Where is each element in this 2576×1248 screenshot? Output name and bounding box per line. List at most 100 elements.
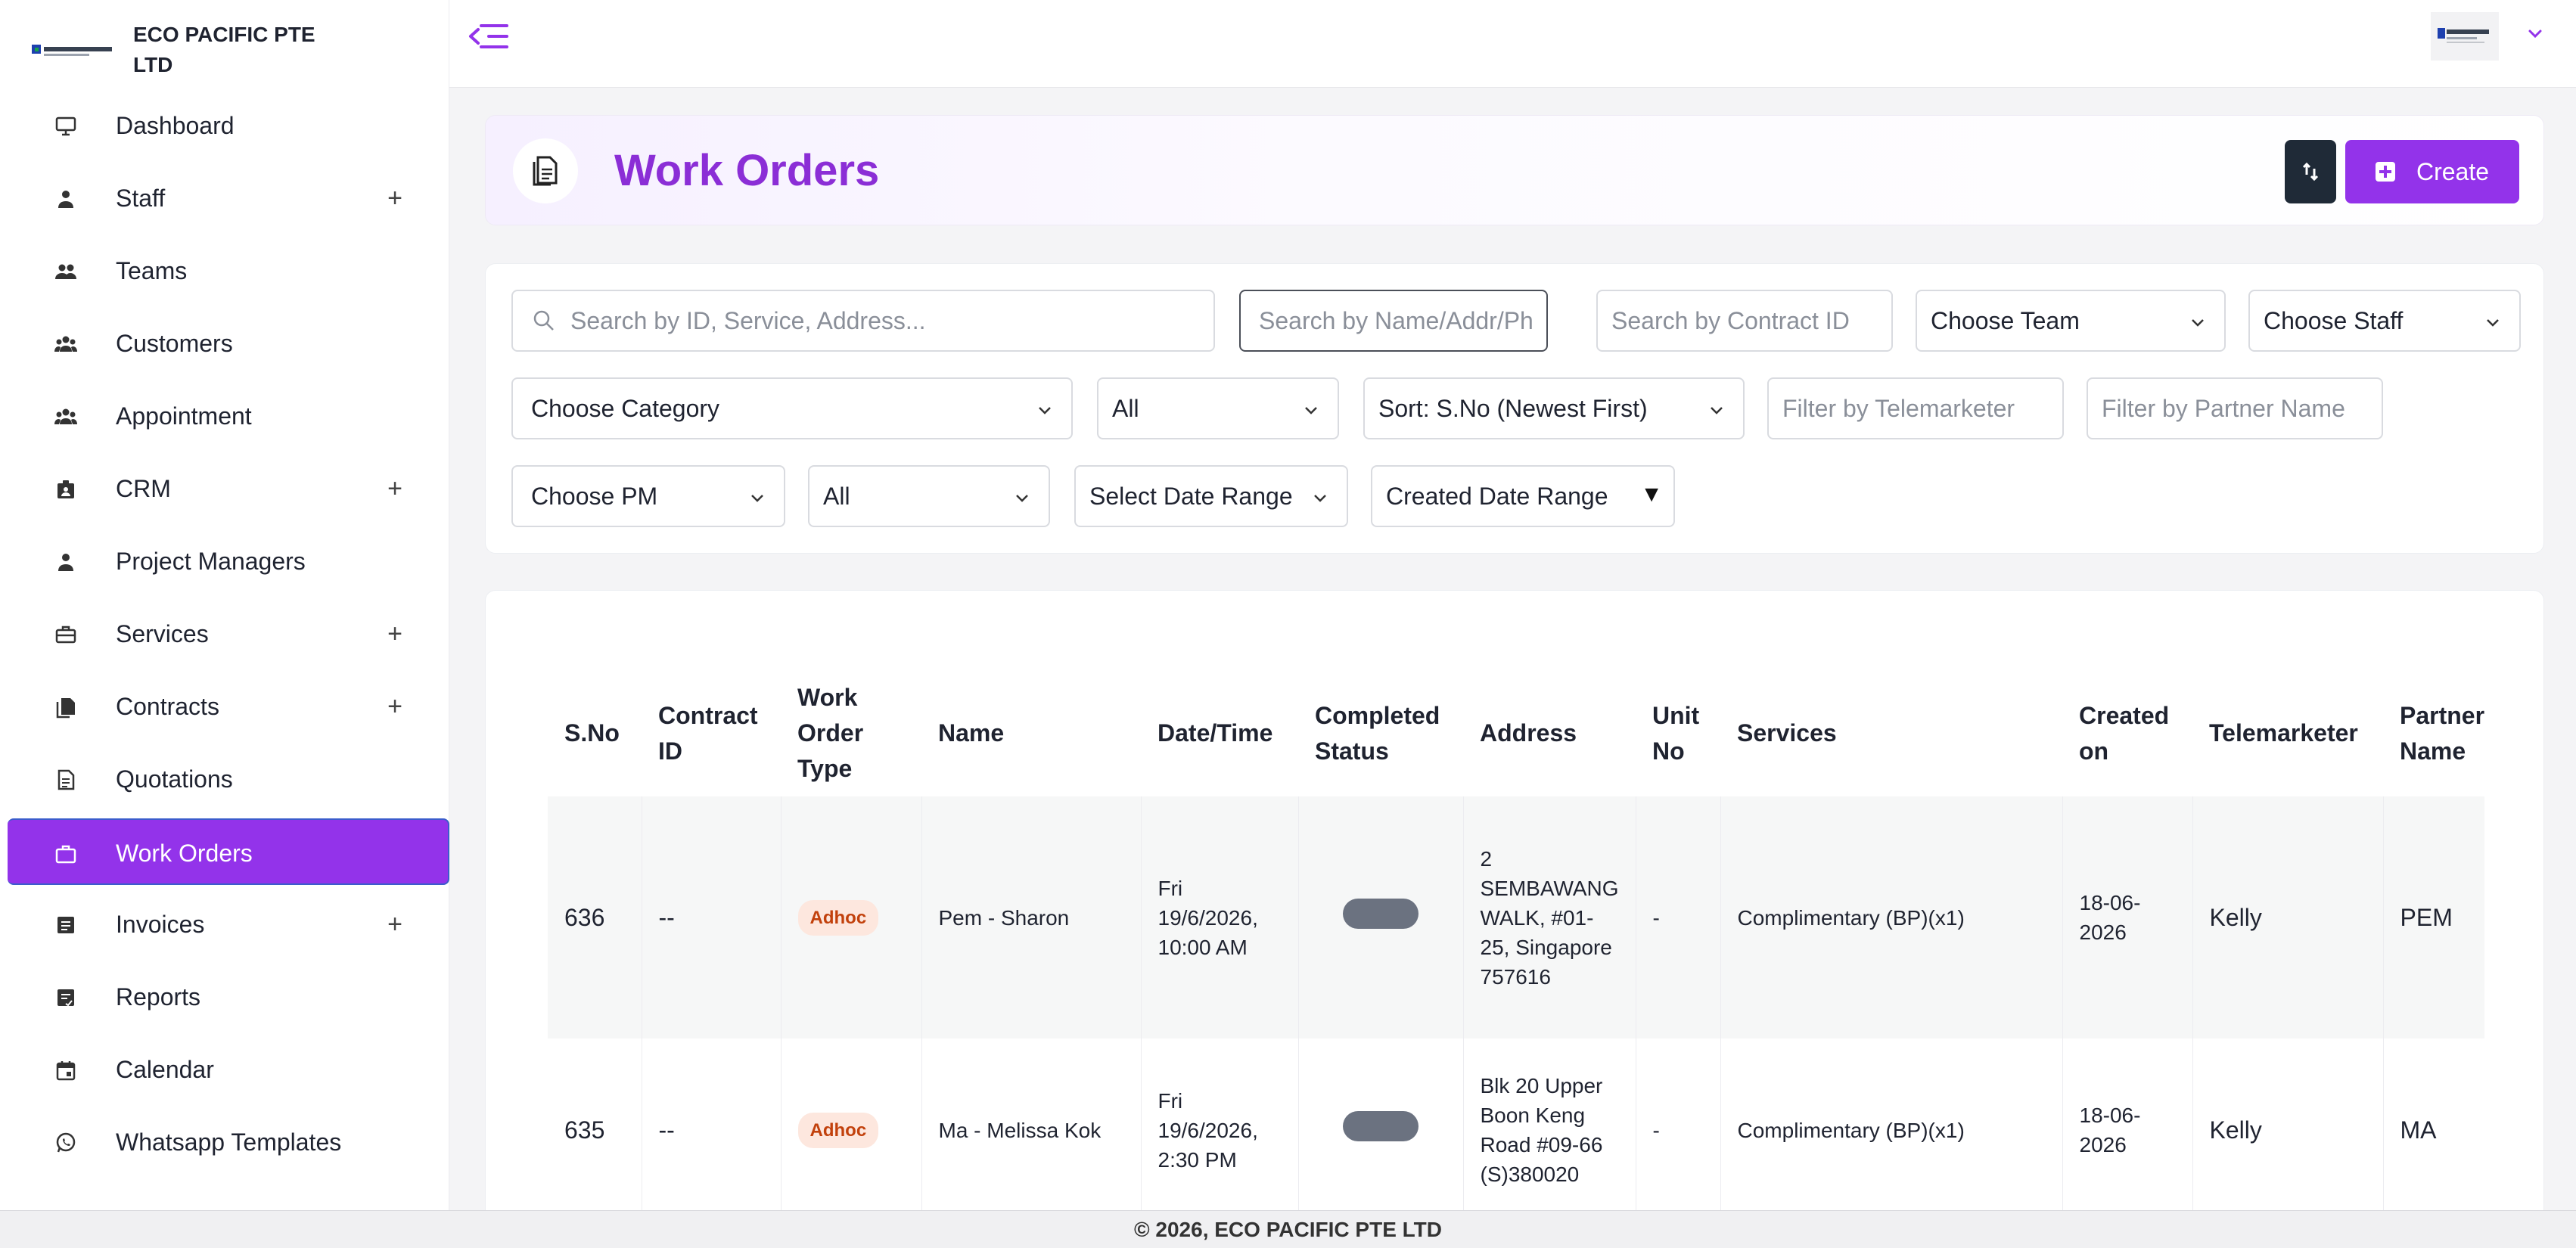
telemarketer-filter-input[interactable]: [1782, 394, 2062, 423]
sidebar: ECO PACIFIC PTE LTD Dashboard Staff + Te…: [0, 0, 449, 1210]
main-search-input[interactable]: [570, 306, 1213, 335]
date-range-select[interactable]: Select Date Range: [1074, 465, 1348, 527]
expand-plus-icon[interactable]: +: [387, 910, 402, 939]
cell-contract-id: --: [642, 1038, 782, 1222]
telemarketer-filter-field[interactable]: [1767, 377, 2064, 439]
work-orders-table: S.No Contract ID Work Order Type Name Da…: [548, 591, 2484, 1222]
cell-type: Adhoc: [781, 796, 922, 1038]
user-avatar[interactable]: [2431, 12, 2499, 61]
expand-plus-icon[interactable]: +: [387, 692, 402, 721]
sidebar-item-crm[interactable]: CRM +: [8, 455, 449, 522]
name-search-input[interactable]: [1259, 306, 1546, 335]
cell-sno: 635: [548, 1038, 642, 1222]
sidebar-item-quotations[interactable]: Quotations: [8, 746, 449, 812]
footer: © 2026, ECO PACIFIC PTE LTD: [0, 1210, 2576, 1248]
cell-name: Ma - Melissa Kok: [921, 1038, 1142, 1222]
create-button[interactable]: Create: [2345, 140, 2519, 203]
header-created-on[interactable]: Created on: [2079, 701, 2170, 765]
search-icon: [533, 310, 554, 331]
header-name[interactable]: Name: [938, 719, 1005, 747]
expand-plus-icon[interactable]: +: [387, 619, 402, 648]
sidebar-item-label: Calendar: [116, 1056, 214, 1083]
chevron-down-icon: [1314, 495, 1326, 502]
main-search-field[interactable]: [511, 290, 1215, 352]
menu-collapse-icon[interactable]: [468, 21, 510, 51]
partner-filter-field[interactable]: [2087, 377, 2383, 439]
sidebar-item-work-orders[interactable]: Work Orders: [8, 818, 449, 885]
cell-services: Complimentary (BP)(x1): [1720, 1038, 2063, 1222]
group-icon: [54, 333, 77, 355]
pm-select[interactable]: Choose PM: [511, 465, 785, 527]
status-toggle[interactable]: [1343, 1111, 1419, 1141]
category-select[interactable]: Choose Category: [511, 377, 1073, 439]
sort-select[interactable]: Sort: S.No (Newest First): [1363, 377, 1745, 439]
partner-filter-input[interactable]: [2102, 394, 2382, 423]
document-icon: [513, 138, 578, 203]
type-select-value: All: [1112, 394, 1139, 422]
swap-view-button[interactable]: [2285, 140, 2336, 203]
team-select[interactable]: Choose Team: [1916, 290, 2226, 352]
created-date-range-select[interactable]: Created Date Range ▼: [1371, 465, 1675, 527]
team-select-value: Choose Team: [1931, 306, 2080, 334]
table-row[interactable]: 635 -- Adhoc Ma - Melissa Kok Fri 19/6/2…: [548, 1038, 2484, 1222]
header-telemarketer[interactable]: Telemarketer: [2209, 719, 2358, 747]
sidebar-item-invoices[interactable]: Invoices +: [8, 891, 449, 958]
expand-plus-icon[interactable]: +: [387, 184, 402, 213]
chevron-down-icon[interactable]: [2525, 23, 2546, 44]
sidebar-item-whatsapp-templates[interactable]: Whatsapp Templates: [8, 1109, 449, 1175]
cell-partner: PEM: [2383, 796, 2484, 1038]
sidebar-item-staff[interactable]: Staff +: [8, 165, 449, 231]
header-completed-status[interactable]: Completed Status: [1315, 701, 1440, 765]
sidebar-item-label: Reports: [116, 983, 201, 1011]
calendar-icon: [54, 1059, 77, 1082]
status-select-value: All: [823, 482, 850, 510]
sidebar-item-teams[interactable]: Teams: [8, 237, 449, 304]
status-select[interactable]: All: [808, 465, 1050, 527]
header-services[interactable]: Services: [1737, 719, 1837, 747]
table-row[interactable]: 636 -- Adhoc Pem - Sharon Fri 19/6/2026,…: [548, 796, 2484, 1038]
sidebar-item-dashboard[interactable]: Dashboard: [8, 92, 449, 159]
cell-partner: MA: [2383, 1038, 2484, 1222]
contract-search-input[interactable]: [1611, 306, 1891, 335]
cell-datetime: Fri 19/6/2026, 2:30 PM: [1141, 1038, 1299, 1222]
create-button-label: Create: [2416, 157, 2490, 185]
header-unit-no[interactable]: Unit No: [1652, 701, 1700, 765]
created-date-range-value: Created Date Range: [1386, 482, 1608, 510]
status-toggle[interactable]: [1343, 899, 1419, 929]
sidebar-item-calendar[interactable]: Calendar: [8, 1036, 449, 1103]
sidebar-nav: Dashboard Staff + Teams Customers Appoin…: [8, 92, 449, 1181]
sidebar-item-label: Project Managers: [116, 548, 306, 575]
document-icon: [54, 768, 77, 791]
type-select[interactable]: All: [1097, 377, 1339, 439]
sidebar-item-customers[interactable]: Customers: [8, 310, 449, 377]
header-datetime[interactable]: Date/Time: [1157, 719, 1273, 747]
staff-select-value: Choose Staff: [2264, 306, 2404, 334]
sidebar-item-reports[interactable]: Reports: [8, 964, 449, 1030]
cell-telemarketer: Kelly: [2192, 1038, 2384, 1222]
chevron-down-icon: [2192, 319, 2204, 327]
sidebar-item-appointment[interactable]: Appointment: [8, 383, 449, 449]
staff-select[interactable]: Choose Staff: [2248, 290, 2521, 352]
header-contract-id[interactable]: Contract ID: [658, 701, 758, 765]
sidebar-item-project-managers[interactable]: Project Managers: [8, 528, 449, 595]
header-partner-name[interactable]: Partner Name: [2400, 701, 2484, 765]
triangle-down-icon: ▼: [1640, 482, 1663, 507]
brand[interactable]: ECO PACIFIC PTE LTD: [30, 20, 330, 80]
header-address[interactable]: Address: [1480, 719, 1577, 747]
sidebar-item-contracts[interactable]: Contracts +: [8, 673, 449, 740]
header-sno[interactable]: S.No: [564, 719, 620, 747]
header-work-order-type[interactable]: Work Order Type: [797, 684, 864, 782]
toolbox-icon: [54, 623, 77, 646]
cell-datetime: Fri 19/6/2026, 10:00 AM: [1141, 796, 1299, 1038]
sort-select-value: Sort: S.No (Newest First): [1378, 394, 1648, 422]
sidebar-item-label: Whatsapp Templates: [116, 1128, 342, 1156]
cell-sno: 636: [548, 796, 642, 1038]
name-search-field[interactable]: [1239, 290, 1548, 352]
type-badge: Adhoc: [797, 899, 879, 936]
expand-plus-icon[interactable]: +: [387, 474, 402, 503]
sidebar-item-label: Teams: [116, 257, 188, 284]
table-scroll-area[interactable]: S.No Contract ID Work Order Type Name Da…: [548, 591, 2484, 1225]
sidebar-item-services[interactable]: Services +: [8, 601, 449, 667]
contract-search-field[interactable]: [1596, 290, 1893, 352]
category-select-value: Choose Category: [531, 394, 720, 422]
